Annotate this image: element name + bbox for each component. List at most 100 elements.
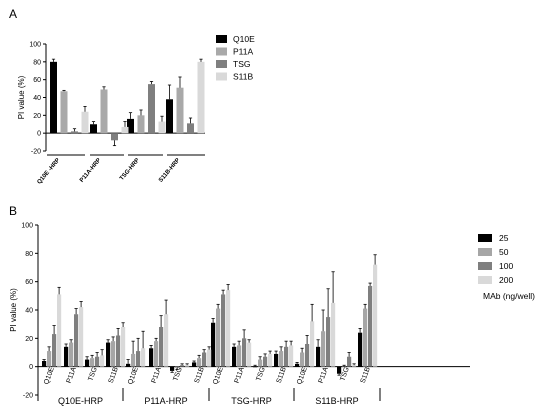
a-legend-swatch	[216, 47, 227, 56]
b-group-label: Q10E-HRP	[58, 396, 103, 406]
a-y-tick-label: 20	[33, 113, 41, 120]
a-category-label: S11B-HRP	[158, 157, 181, 183]
b-y-tick-label: 100	[21, 223, 33, 230]
b-50-bar	[197, 358, 202, 367]
b-25-bar	[232, 346, 237, 367]
a-legend-label: S11B	[233, 72, 253, 82]
b-25-bar	[316, 346, 321, 367]
b-subcategory-label: TSG	[339, 366, 350, 382]
b-y-tick-label: 60	[25, 279, 33, 286]
a-q10e-bar	[50, 61, 57, 134]
a-category-label: P11A-HRP	[79, 157, 102, 183]
b-25-bar	[358, 332, 363, 367]
b-25-bar	[170, 366, 175, 371]
a-y-tick-label: 100	[29, 42, 41, 49]
b-25-bar	[211, 322, 216, 367]
b-subcategory-label: TSG	[87, 366, 98, 382]
b-y-axis-title: PI value (%)	[9, 288, 18, 332]
a-p11a-bar	[100, 89, 108, 134]
b-25-bar	[253, 366, 258, 368]
b-legend-swatch	[478, 262, 492, 270]
b-subcategory-label: Q10E	[43, 366, 56, 386]
chart-a: -20 0 20 40 60 80 100 PI value (%) Q10E -HRP P11A…	[17, 34, 255, 186]
b-50-bar	[321, 331, 326, 367]
b-25-bar	[64, 346, 69, 367]
b-25-bar	[295, 363, 300, 367]
a-legend-swatch	[216, 35, 227, 43]
b-subcategory-label: TSG	[172, 366, 183, 382]
b-subcategory-label: P11A	[66, 366, 78, 384]
chart-b: -20 0 20 40 60 80 100 PI value (%) Q10E P11A TSG S1…	[9, 223, 535, 407]
b-200-bar	[141, 348, 146, 367]
b-50-bar	[216, 308, 221, 367]
b-100-bar	[159, 327, 164, 367]
b-legend-title: MAb (ng/well)	[483, 291, 535, 301]
b-subcategory-label: S11B	[108, 366, 120, 384]
b-50-bar	[90, 358, 95, 367]
b-100-bar	[95, 356, 100, 367]
b-legend-label: 50	[499, 247, 509, 257]
a-category-label: TSG-HRP	[119, 157, 141, 182]
b-100-bar	[263, 356, 268, 367]
b-100-bar	[116, 335, 121, 367]
b-legend-swatch	[478, 248, 492, 256]
panel-a-label: A	[9, 7, 17, 21]
b-100-bar	[74, 314, 79, 367]
b-50-bar	[111, 341, 116, 367]
a-p11a-bar	[176, 87, 184, 134]
b-50-bar	[154, 341, 159, 367]
a-legend-label: TSG	[233, 59, 250, 69]
b-y-tick-label: 20	[25, 336, 33, 343]
b-50-bar	[175, 366, 180, 369]
b-50-bar	[131, 353, 136, 367]
b-100-bar	[368, 285, 373, 367]
a-tsg-bar	[71, 131, 78, 134]
b-y-tick-label: 0	[29, 364, 33, 371]
b-200-bar	[121, 327, 126, 367]
b-100-bar	[202, 352, 207, 367]
b-50-bar	[300, 352, 305, 367]
b-50-bar	[258, 359, 263, 367]
b-y-tick-label: 40	[25, 308, 33, 315]
b-50-bar	[279, 351, 284, 367]
a-s11b-bar	[81, 111, 89, 134]
b-25-bar	[126, 363, 131, 367]
b-100-bar	[180, 365, 185, 367]
a-s11b-bar	[121, 126, 129, 134]
b-50-bar	[47, 351, 52, 367]
b-200-bar	[331, 302, 336, 367]
b-100-bar	[136, 351, 141, 367]
b-subcategory-label: Q10E	[127, 366, 140, 386]
b-200-bar	[289, 345, 294, 367]
b-subcategory-label: Q10E	[296, 366, 309, 386]
a-y-tick-label: -20	[31, 149, 41, 156]
b-subcategory-label: TSG	[255, 366, 266, 382]
b-50-bar	[363, 308, 368, 367]
b-50-bar	[237, 345, 242, 367]
b-subcategory-label: P11A	[151, 366, 163, 384]
a-tsg-bar	[111, 133, 118, 141]
a-tsg-bar	[187, 123, 194, 134]
b-legend-label: 25	[499, 233, 509, 243]
a-q10e-bar	[90, 124, 97, 134]
b-25-bar	[149, 348, 154, 367]
b-25-bar	[106, 342, 111, 367]
a-p11a-bar	[137, 115, 145, 134]
a-legend-label: Q10E	[233, 34, 255, 44]
b-25-bar	[274, 353, 279, 367]
b-200-bar	[100, 355, 105, 367]
b-group-label: TSG-HRP	[231, 396, 272, 406]
b-subcategory-label: Q10E	[212, 366, 225, 386]
b-200-bar	[185, 365, 190, 367]
b-subcategory-label: S11B	[194, 366, 206, 384]
b-200-bar	[247, 342, 252, 367]
b-100-bar	[221, 294, 226, 367]
a-y-tick-label: 40	[33, 95, 41, 102]
a-q10e-bar	[127, 118, 134, 134]
b-25-bar	[192, 362, 197, 367]
b-group-label: P11A-HRP	[144, 396, 187, 406]
b-200-bar	[57, 294, 62, 367]
b-25-bar	[42, 361, 47, 367]
b-subcategory-label: S11B	[276, 366, 288, 384]
